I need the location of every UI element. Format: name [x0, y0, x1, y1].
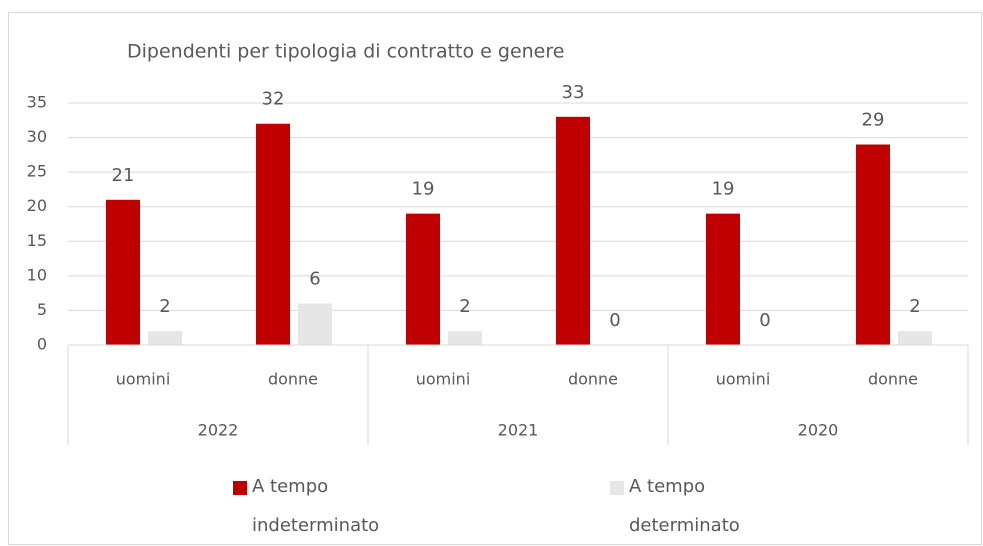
data-label: 0: [759, 310, 770, 331]
y-tick-label: 25: [27, 162, 47, 181]
bar: [406, 213, 440, 345]
bar: [148, 331, 182, 345]
data-label: 19: [412, 179, 435, 200]
bar: [106, 199, 140, 345]
y-tick-label: 5: [37, 300, 47, 319]
group-label: 2020: [798, 421, 839, 440]
bar: [706, 213, 740, 345]
x-tick-label: uomini: [716, 370, 771, 389]
legend-label: A tempo determinato: [629, 476, 740, 536]
x-tick-label: donne: [568, 370, 618, 389]
legend-swatch: [610, 481, 624, 495]
x-tick-label: uomini: [116, 370, 171, 389]
x-tick-label: donne: [868, 370, 918, 389]
y-tick-label: 0: [37, 335, 47, 354]
x-tick-label: donne: [268, 370, 318, 389]
bar: [556, 116, 590, 345]
bar: [856, 144, 890, 345]
data-label: 2: [459, 296, 470, 317]
chart-border: [8, 12, 982, 545]
data-label: 6: [309, 269, 320, 290]
data-label: 2: [909, 296, 920, 317]
data-label: 21: [112, 165, 135, 186]
data-label: 29: [862, 109, 885, 130]
y-tick-label: 15: [27, 231, 47, 250]
x-tick-label: uomini: [416, 370, 471, 389]
data-label: 33: [562, 82, 585, 103]
data-label: 0: [609, 310, 620, 331]
group-label: 2022: [198, 421, 239, 440]
bar: [256, 123, 290, 345]
y-tick-label: 30: [27, 127, 47, 146]
bar: [298, 303, 332, 345]
y-tick-label: 35: [27, 93, 47, 112]
legend-swatch: [233, 481, 247, 495]
bar: [898, 331, 932, 345]
y-tick-label: 10: [27, 265, 47, 284]
bar: [448, 331, 482, 345]
data-label: 32: [262, 89, 285, 110]
legend-entry: A tempo indeterminato: [252, 476, 380, 536]
group-label: 2021: [498, 421, 539, 440]
y-tick-label: 20: [27, 196, 47, 215]
chart-title: Dipendenti per tipologia di contratto e …: [127, 41, 564, 63]
data-label: 2: [159, 296, 170, 317]
legend-label: A tempo indeterminato: [252, 476, 380, 536]
data-label: 19: [712, 179, 735, 200]
legend-entry: A tempo determinato: [629, 476, 740, 536]
